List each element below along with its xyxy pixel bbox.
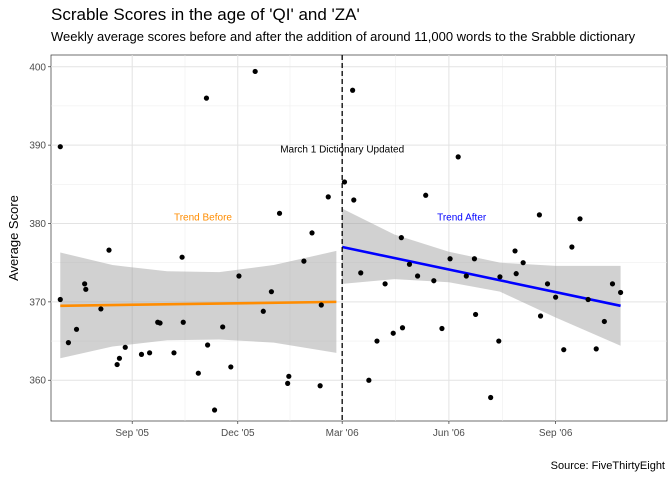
data-point — [366, 377, 372, 383]
chart-subtitle: Weekly average scores before and after t… — [51, 29, 636, 44]
data-point — [122, 344, 128, 350]
data-point — [351, 197, 357, 203]
data-point — [544, 281, 551, 287]
data-point — [73, 326, 80, 332]
data-point — [317, 383, 323, 389]
data-point — [358, 270, 364, 276]
x-tick-label: Sep '06 — [539, 428, 573, 439]
data-point — [195, 370, 201, 376]
trend-line — [60, 300, 337, 308]
chart-title: Scrable Scores in the age of 'QI' and 'Z… — [51, 5, 360, 24]
data-point — [471, 256, 478, 262]
data-point — [203, 95, 210, 101]
data-point — [537, 313, 544, 319]
data-point — [205, 342, 211, 348]
data-point — [179, 254, 185, 260]
data-point — [82, 281, 88, 287]
data-point — [98, 306, 104, 312]
data-point — [382, 281, 388, 287]
data-point — [569, 244, 575, 250]
data-point — [276, 210, 283, 216]
data-point — [577, 216, 583, 222]
data-point — [455, 154, 461, 160]
data-point — [447, 256, 453, 262]
plot-panel — [50, 54, 668, 422]
data-point — [228, 364, 234, 370]
data-point — [472, 311, 479, 318]
data-point — [180, 319, 186, 325]
data-point — [211, 407, 218, 413]
y-tick-label: 360 — [29, 376, 46, 387]
data-point — [57, 144, 63, 150]
y-tick-label: 370 — [29, 297, 46, 308]
vline-label: March 1 Dictionary Updated — [280, 145, 404, 156]
data-point — [398, 235, 404, 241]
data-point — [171, 350, 177, 356]
data-point — [285, 380, 291, 386]
data-point — [512, 248, 518, 254]
y-tick-label: 380 — [29, 219, 46, 230]
data-point — [252, 68, 258, 75]
data-point — [374, 338, 380, 344]
data-point — [414, 273, 421, 279]
data-point — [496, 338, 502, 344]
data-point — [553, 294, 559, 300]
data-point — [114, 361, 120, 368]
data-point — [236, 273, 242, 279]
data-point — [399, 325, 406, 331]
data-point — [301, 258, 307, 264]
data-point — [325, 194, 331, 200]
y-axis-label: Average Score — [6, 195, 21, 281]
x-tick-label: Dec '05 — [221, 428, 255, 439]
y-tick-label: 390 — [29, 141, 46, 152]
data-point — [561, 347, 567, 353]
data-point — [220, 324, 226, 330]
trend-label: Trend After — [437, 213, 487, 224]
y-tick-label: 400 — [29, 62, 46, 73]
data-point — [617, 289, 624, 296]
x-tick-label: Sep '05 — [115, 428, 149, 439]
data-point — [431, 278, 437, 284]
data-point — [309, 230, 315, 236]
data-point — [593, 346, 599, 352]
data-point — [138, 351, 145, 357]
x-tick-label: Mar '06 — [326, 428, 359, 439]
data-point — [601, 318, 607, 325]
x-tick-label: Jun '06 — [433, 428, 465, 439]
data-point — [497, 274, 503, 280]
data-point — [406, 261, 413, 267]
data-point — [268, 289, 275, 295]
data-point — [116, 355, 123, 361]
data-point — [488, 394, 494, 401]
data-point — [147, 350, 153, 356]
data-point — [260, 308, 266, 314]
trend-lines — [60, 245, 621, 308]
source-caption: Source: FiveThirtyEight — [550, 460, 665, 472]
data-points — [57, 68, 624, 413]
data-point — [83, 286, 89, 292]
data-point — [520, 260, 526, 266]
data-point — [536, 212, 542, 218]
data-point — [57, 296, 63, 303]
data-point — [286, 373, 292, 379]
data-point — [341, 179, 348, 185]
data-point — [318, 302, 324, 308]
data-point — [157, 320, 163, 326]
data-point — [439, 325, 445, 332]
trend-label: Trend Before — [174, 213, 232, 224]
data-point — [423, 192, 429, 198]
trend-line — [341, 245, 621, 308]
data-point — [65, 340, 72, 346]
data-point — [390, 330, 396, 336]
axes: 360 370 380 390 400 Sep '05 Dec '05 Mar '06 Jun … — [29, 62, 573, 439]
data-point — [585, 296, 591, 303]
data-point — [463, 273, 469, 279]
annotations: March 1 Dictionary Updated Trend Before Tr… — [174, 145, 487, 224]
data-point — [106, 247, 112, 253]
data-point — [513, 271, 519, 277]
data-point — [350, 87, 356, 93]
data-point — [609, 281, 616, 287]
